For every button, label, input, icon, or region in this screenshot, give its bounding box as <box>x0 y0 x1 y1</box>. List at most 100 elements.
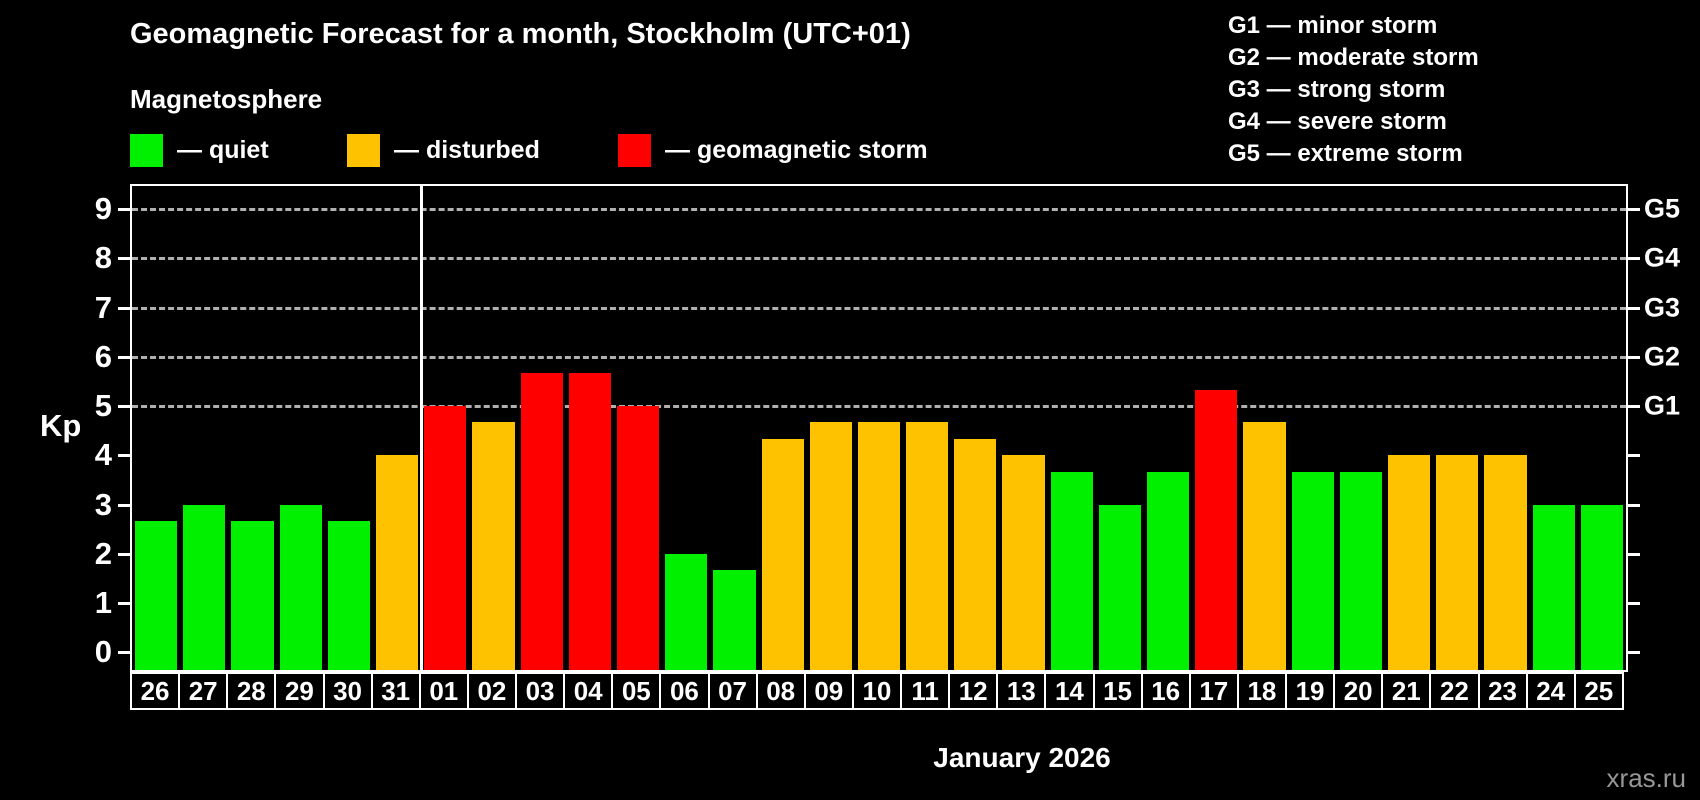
day-label-23: 23 <box>1477 672 1528 710</box>
kp-bar-day-19 <box>1291 471 1334 670</box>
y-tick-label-3: 3 <box>94 486 112 522</box>
kp-bar-day-20 <box>1339 471 1383 670</box>
bar-slot-day-28 <box>228 186 276 670</box>
right-tick-kp3 <box>1628 503 1640 507</box>
right-axis-label-g2: G2 <box>1644 341 1681 372</box>
storm-swatch-icon <box>618 133 651 167</box>
bar-slot-day-04 <box>566 186 614 670</box>
kp-bar-day-26 <box>135 520 178 670</box>
day-label-03: 03 <box>515 672 566 710</box>
bar-slot-day-21 <box>1385 186 1433 670</box>
kp-bar-day-08 <box>761 439 804 670</box>
kp-bar-day-28 <box>231 520 274 670</box>
day-label-29: 29 <box>274 672 325 710</box>
y-tick-label-1: 1 <box>94 585 112 621</box>
kp-bar-day-02 <box>472 422 515 670</box>
right-tick-kp8 <box>1628 257 1640 261</box>
bar-slot-day-24 <box>1530 186 1578 670</box>
left-tick-kp4 <box>118 454 130 458</box>
left-tick-kp8 <box>118 257 130 261</box>
legend-label-disturbed: — disturbed <box>394 135 540 164</box>
day-label-08: 08 <box>755 672 806 710</box>
kp-bar-day-15 <box>1098 504 1142 670</box>
day-label-28: 28 <box>226 672 277 710</box>
gridline-kp8 <box>132 257 1626 261</box>
right-axis-label-g4: G4 <box>1644 242 1681 273</box>
left-tick-kp5 <box>118 405 130 409</box>
x-axis-month-label: January 2026 <box>933 742 1111 773</box>
day-label-10: 10 <box>851 672 902 710</box>
y-axis-label: Kp <box>40 408 82 443</box>
bar-slot-day-07 <box>710 186 758 670</box>
kp-bar-day-05 <box>616 406 660 670</box>
right-tick-kp7 <box>1628 306 1640 310</box>
y-tick-label-9: 9 <box>94 191 112 227</box>
day-label-14: 14 <box>1044 672 1095 710</box>
y-tick-label-4: 4 <box>94 437 112 473</box>
day-label-30: 30 <box>322 672 373 710</box>
disturbed-swatch-icon <box>347 133 380 167</box>
y-tick-label-6: 6 <box>94 338 112 374</box>
bar-slot-day-12 <box>951 186 999 670</box>
right-axis-label-g1: G1 <box>1644 390 1681 421</box>
plot-area: G1 G2 G3 G4 G5 0 1 2 3 4 5 6 7 8 9 <box>95 184 1680 672</box>
right-tick-kp2 <box>1628 552 1640 556</box>
left-tick-kp6 <box>118 355 130 359</box>
day-label-26: 26 <box>130 672 181 710</box>
day-label-27: 27 <box>178 672 229 710</box>
gridline-kp5 <box>132 405 1626 409</box>
left-tick-kp0 <box>118 651 130 655</box>
day-label-02: 02 <box>466 672 517 710</box>
day-label-07: 07 <box>707 672 758 710</box>
left-tick-kp9 <box>118 208 130 212</box>
bar-slot-day-16 <box>1144 186 1192 670</box>
day-label-13: 13 <box>996 672 1047 710</box>
day-label-12: 12 <box>948 672 999 710</box>
y-tick-label-0: 0 <box>94 634 112 670</box>
bar-slot-day-15 <box>1096 186 1144 670</box>
right-tick-kp4 <box>1628 454 1640 458</box>
day-label-19: 19 <box>1285 672 1336 710</box>
quiet-swatch-icon <box>130 133 163 167</box>
bar-slot-day-26 <box>132 186 180 670</box>
g-scale-legend-line: G5 — extreme storm <box>1228 140 1463 167</box>
x-axis-day-labels: 26 27 28 29 30 31 01 02 03 04 05 06 07 08 09 10 11 12 13 14… <box>130 672 1624 710</box>
kp-bar-day-10 <box>857 422 901 670</box>
right-tick-kp5 <box>1628 405 1640 409</box>
kp-bar-day-13 <box>1002 455 1045 670</box>
bar-slot-day-08 <box>759 186 807 670</box>
bar-slot-day-14 <box>1048 186 1096 670</box>
kp-bar-day-22 <box>1436 455 1479 670</box>
day-label-24: 24 <box>1525 672 1576 710</box>
day-label-01: 01 <box>418 672 469 710</box>
legend-item-disturbed: — disturbed <box>347 133 540 167</box>
day-label-31: 31 <box>370 672 421 710</box>
left-tick-kp2 <box>118 552 130 556</box>
gridline-kp7 <box>132 306 1626 310</box>
day-label-21: 21 <box>1381 672 1432 710</box>
day-label-15: 15 <box>1092 672 1143 710</box>
kp-bar-day-31 <box>375 455 419 670</box>
bar-slot-day-30 <box>325 186 373 670</box>
kp-bar-day-25 <box>1580 504 1623 670</box>
kp-bar-day-07 <box>713 570 756 670</box>
y-tick-label-2: 2 <box>94 535 112 571</box>
right-tick-kp1 <box>1628 602 1640 606</box>
kp-bar-day-17 <box>1195 389 1238 670</box>
bar-slot-day-23 <box>1481 186 1529 670</box>
bar-slot-day-27 <box>180 186 228 670</box>
legend-item-storm: — geomagnetic storm <box>618 133 928 167</box>
bar-slot-day-10 <box>855 186 903 670</box>
g-scale-legend-line: G1 — minor storm <box>1228 12 1438 39</box>
bar-slot-day-31 <box>373 186 421 670</box>
legend-item-quiet: — quiet <box>130 133 269 167</box>
kp-bar-day-23 <box>1484 455 1527 670</box>
g-scale-legend-line: G3 — strong storm <box>1228 76 1446 103</box>
bar-slot-day-13 <box>999 186 1047 670</box>
month-separator-line <box>419 186 423 670</box>
y-tick-label-5: 5 <box>94 388 112 424</box>
right-tick-kp0 <box>1628 651 1640 655</box>
legend-label-quiet: — quiet <box>177 135 269 164</box>
bar-slot-day-01 <box>421 186 469 670</box>
g-scale-legend-line: G4 — severe storm <box>1228 108 1447 135</box>
